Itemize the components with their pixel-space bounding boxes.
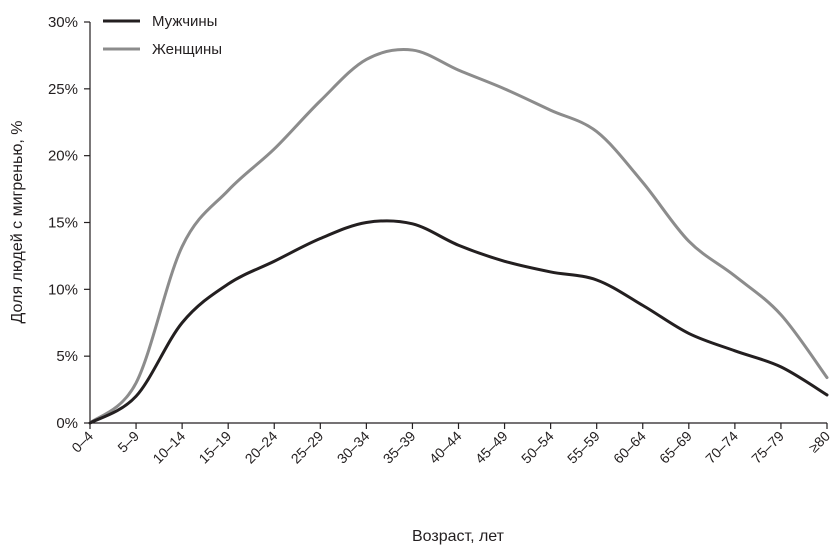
y-axis-title: Доля людей с мигренью, % — [9, 121, 26, 324]
y-tick-label: 20% — [48, 148, 78, 165]
y-ticks: 0% 5% 10% 15% 20% 25% 30% — [48, 14, 90, 432]
x-tick-label: 75–79 — [748, 428, 787, 467]
x-ticks: 0–4 5–9 10–14 15–19 20–24 25–29 30–34 35–39 40–4… — [68, 423, 832, 467]
x-tick-label: 55–59 — [564, 428, 603, 467]
y-tick-label: 5% — [56, 348, 78, 365]
x-tick-label: 25–29 — [288, 428, 327, 467]
axes — [89, 22, 827, 424]
x-tick-label: 30–34 — [334, 428, 373, 467]
x-tick-label: 15–19 — [195, 428, 234, 467]
legend-label-women: Женщины — [152, 41, 222, 58]
series-line-men — [88, 219, 829, 425]
x-tick-label: 70–74 — [702, 428, 741, 467]
x-tick-label: 5–9 — [114, 428, 142, 456]
y-tick-label: 25% — [48, 81, 78, 98]
x-axis-title: Возраст, лет — [412, 528, 505, 545]
x-tick-label: 50–54 — [518, 428, 557, 467]
x-tick-label: 20–24 — [242, 428, 281, 467]
series-lines — [88, 48, 829, 425]
y-tick-label: 10% — [48, 281, 78, 298]
x-tick-label: ≥80 — [805, 428, 832, 456]
y-tick-label: 0% — [56, 415, 78, 432]
series-line-women — [88, 48, 829, 425]
x-tick-label: 35–39 — [380, 428, 419, 467]
x-tick-label: 60–64 — [610, 428, 649, 467]
x-tick-label: 10–14 — [149, 428, 188, 467]
legend-label-men: Мужчины — [152, 13, 217, 30]
legend: Мужчины Женщины — [103, 13, 222, 58]
x-tick-label: 45–49 — [472, 428, 511, 467]
y-tick-label: 15% — [48, 215, 78, 232]
x-tick-label: 40–44 — [426, 428, 465, 467]
y-tick-label: 30% — [48, 14, 78, 31]
x-tick-label: 65–69 — [656, 428, 695, 467]
